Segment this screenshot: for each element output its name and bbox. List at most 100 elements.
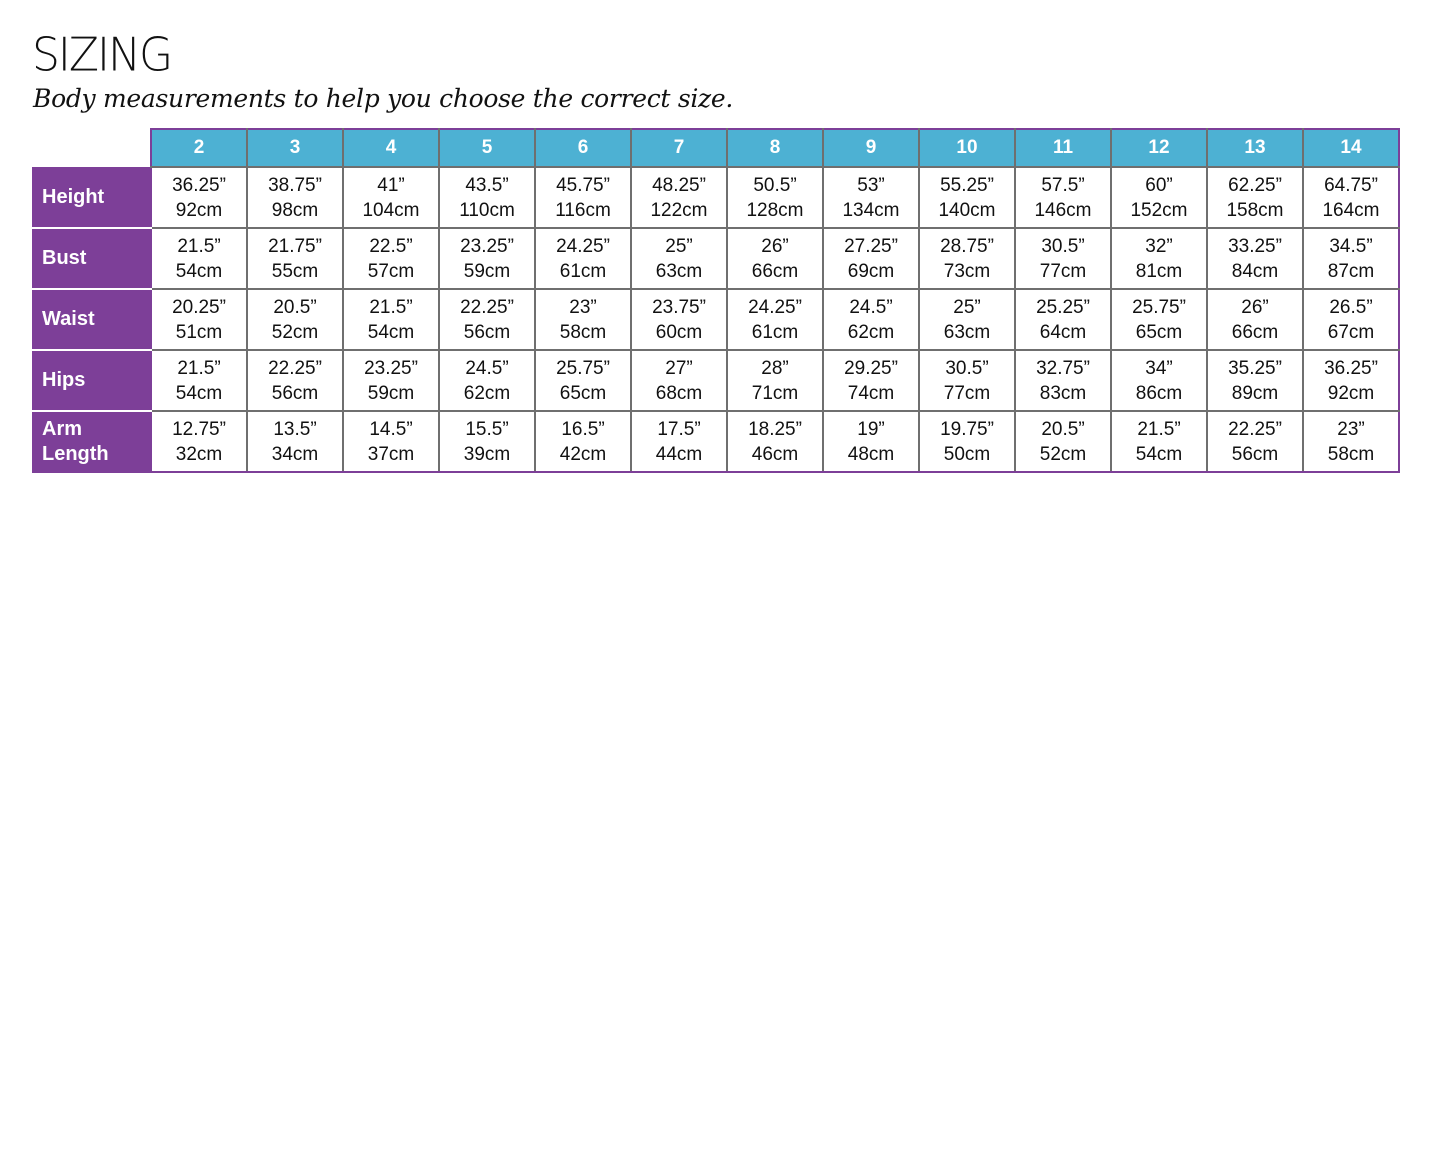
size-header-11: 11 [1014,128,1112,168]
measurement-cm: 146cm [1034,199,1092,221]
measurement-cell: 21.5” 54cm [1110,410,1208,473]
measurement-cell: 43.5” 110cm [438,166,536,229]
measurement-inches: 30.5” [1041,235,1085,257]
measurement-cm: 61cm [751,321,799,343]
measurement-cell: 45.75” 116cm [534,166,632,229]
size-header-4: 4 [342,128,440,168]
measurement-cm: 54cm [367,321,415,343]
measurement-cm: 50cm [943,443,991,465]
size-header-row: 2 3 4 5 6 7 8 9 10 11 12 13 14 [32,128,1400,168]
measurement-inches: 26” [761,235,789,257]
measurement-cm: 84cm [1231,260,1279,282]
measurement-inches: 57.5” [1041,174,1085,196]
measurement-inches: 28.75” [940,235,994,257]
measurement-inches: 19” [857,418,885,440]
measurement-cell: 36.25” 92cm [150,166,248,229]
measurement-cm: 63cm [655,260,703,282]
measurement-inches: 26” [1241,296,1269,318]
measurement-inches: 17.5” [657,418,701,440]
measurement-inches: 21.5” [369,296,413,318]
measurement-cell: 21.5” 54cm [150,349,248,412]
measurement-inches: 28” [761,357,789,379]
measurement-cell: 30.5” 77cm [1014,227,1112,290]
measurement-inches: 20.25” [172,296,226,318]
measurement-cell: 25.75” 65cm [1110,288,1208,351]
measurement-cell: 15.5” 39cm [438,410,536,473]
measurement-cm: 57cm [367,260,415,282]
measurement-cm: 134cm [842,199,900,221]
measurement-cell: 60” 152cm [1110,166,1208,229]
measurement-cm: 67cm [1327,321,1375,343]
measurement-cell: 23.25” 59cm [342,349,440,412]
measurement-cell: 57.5” 146cm [1014,166,1112,229]
measurement-cell: 53” 134cm [822,166,920,229]
measurement-cell: 24.25” 61cm [534,227,632,290]
size-header-14: 14 [1302,128,1400,168]
measurement-inches: 25.25” [1036,296,1090,318]
measurement-inches: 22.25” [268,357,322,379]
measurement-cm: 59cm [463,260,511,282]
measurement-inches: 48.25” [652,174,706,196]
measurement-cell: 26” 66cm [1206,288,1304,351]
measurement-inches: 23” [569,296,597,318]
size-header-8: 8 [726,128,824,168]
measurement-cell: 18.25” 46cm [726,410,824,473]
table-row-arm-length: Arm Length 12.75” 32cm 13.5” 34cm 14.5” 37cm 15… [32,410,1400,473]
measurement-cell: 24.5” 62cm [822,288,920,351]
measurement-cell: 22.5” 57cm [342,227,440,290]
measurement-inches: 23” [1337,418,1365,440]
measurement-cell: 22.25” 56cm [438,288,536,351]
measurement-inches: 14.5” [369,418,413,440]
size-header-6: 6 [534,128,632,168]
measurement-inches: 22.5” [369,235,413,257]
measurement-cell: 34” 86cm [1110,349,1208,412]
measurement-cm: 39cm [463,443,511,465]
measurement-cell: 22.25” 56cm [1206,410,1304,473]
measurement-inches: 34” [1145,357,1173,379]
measurement-cell: 25” 63cm [918,288,1016,351]
measurement-inches: 22.25” [1228,418,1282,440]
measurement-cm: 68cm [655,382,703,404]
measurement-cm: 62cm [463,382,511,404]
measurement-cell: 21.5” 54cm [342,288,440,351]
measurement-cm: 92cm [1327,382,1375,404]
measurement-cell: 27.25” 69cm [822,227,920,290]
size-header-7: 7 [630,128,728,168]
measurement-inches: 50.5” [753,174,797,196]
measurement-cell: 19” 48cm [822,410,920,473]
measurement-cell: 20.5” 52cm [1014,410,1112,473]
measurement-cm: 54cm [1135,443,1183,465]
measurement-cm: 128cm [746,199,804,221]
measurement-cell: 24.5” 62cm [438,349,536,412]
measurement-cell: 19.75” 50cm [918,410,1016,473]
table-row-waist: Waist 20.25” 51cm 20.5” 52cm 21.5” 54cm 22.25” 5… [32,288,1400,351]
measurement-cm: 61cm [559,260,607,282]
measurement-inches: 24.25” [748,296,802,318]
measurement-cm: 65cm [1135,321,1183,343]
measurement-inches: 60” [1145,174,1173,196]
measurement-inches: 21.75” [268,235,322,257]
measurement-cell: 24.25” 61cm [726,288,824,351]
measurement-inches: 43.5” [465,174,509,196]
measurement-inches: 21.5” [177,235,221,257]
measurement-cm: 60cm [655,321,703,343]
measurement-cm: 74cm [847,382,895,404]
measurement-cm: 71cm [751,382,799,404]
size-header-5: 5 [438,128,536,168]
measurement-cm: 122cm [650,199,708,221]
measurement-cm: 59cm [367,382,415,404]
measurement-cm: 81cm [1135,260,1183,282]
measurement-cell: 22.25” 56cm [246,349,344,412]
row-label: Arm Length [32,411,151,473]
measurement-cm: 66cm [1231,321,1279,343]
measurement-cm: 58cm [1327,443,1375,465]
measurement-cell: 23.75” 60cm [630,288,728,351]
measurement-inches: 13.5” [273,418,317,440]
size-header-10: 10 [918,128,1016,168]
measurement-cell: 25” 63cm [630,227,728,290]
measurement-cell: 30.5” 77cm [918,349,1016,412]
measurement-cell: 16.5” 42cm [534,410,632,473]
size-chart-table: 2 3 4 5 6 7 8 9 10 11 12 13 14 Height 36.25” 92cm 38.75… [32,128,1400,473]
page-title: SIZING [32,28,173,83]
measurement-cell: 26” 66cm [726,227,824,290]
